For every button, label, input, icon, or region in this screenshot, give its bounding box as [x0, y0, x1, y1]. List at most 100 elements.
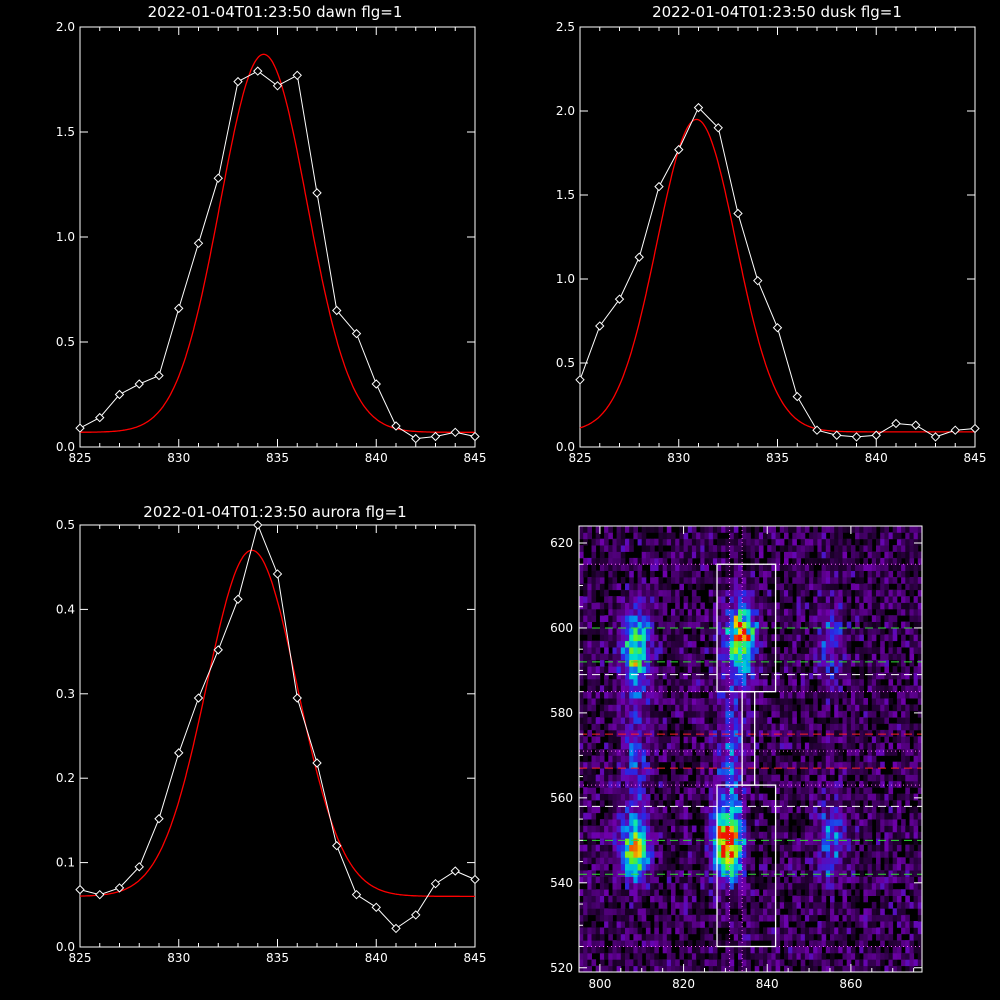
heatmap-cell [905, 742, 910, 750]
heatmap-cell [896, 608, 902, 616]
heatmap-cell [817, 659, 822, 667]
heatmap-cell [625, 717, 630, 724]
heatmap-cell [855, 557, 860, 565]
p2-xtick-label: 830 [167, 951, 190, 965]
heatmap-cell [901, 921, 906, 928]
heatmap-cell [804, 621, 810, 629]
heatmap-cell [637, 863, 643, 871]
heatmap-cell [859, 857, 864, 865]
heatmap-cell [746, 895, 751, 903]
heatmap-cell [637, 583, 643, 591]
heatmap-cell [876, 965, 881, 972]
heatmap-cell [767, 596, 772, 603]
heatmap-cell [846, 729, 852, 737]
data-point-marker [154, 814, 164, 824]
heatmap-cell [587, 761, 592, 769]
heatmap-cell [867, 672, 873, 680]
heatmap-cell [691, 615, 697, 622]
heatmap-cell [675, 704, 680, 712]
heatmap-cell [754, 933, 760, 941]
heatmap-cell [671, 704, 676, 712]
heatmap-cell [767, 723, 772, 731]
heatmap-cell [838, 838, 843, 845]
heatmap-cell [871, 666, 877, 673]
heatmap-cell [859, 959, 864, 967]
heatmap-cell [625, 710, 630, 718]
heatmap-cell [896, 921, 902, 928]
heatmap-cell [625, 589, 630, 597]
heatmap-cell [641, 666, 647, 673]
heatmap-cell [700, 780, 705, 788]
heatmap-cell [654, 557, 659, 565]
heatmap-cell [654, 812, 659, 820]
heatmap-cell [637, 678, 643, 686]
heatmap-cell [754, 659, 760, 667]
heatmap-cell [679, 749, 684, 756]
heatmap-cell [809, 672, 814, 680]
panel-dusk-markers [575, 102, 980, 442]
heatmap-cell [779, 672, 785, 680]
heatmap-cell [905, 844, 910, 852]
heatmap-cell [591, 736, 597, 744]
heatmap-cell [846, 545, 852, 552]
heatmap-cell [587, 927, 592, 935]
heatmap-cell [850, 933, 856, 941]
heatmap-cell [637, 857, 643, 865]
heatmap-cell [825, 844, 831, 852]
heatmap-cell [717, 812, 722, 820]
heatmap-cell [813, 812, 818, 820]
heatmap-cell [620, 895, 626, 903]
heatmap-cell [654, 959, 659, 967]
heatmap-cell [629, 927, 634, 935]
heatmap-cell [579, 729, 584, 737]
heatmap-cell [825, 959, 831, 967]
heatmap-cell [792, 844, 797, 852]
heatmap-cell [717, 914, 722, 922]
heatmap-cell [650, 564, 655, 571]
heatmap-cell [633, 774, 638, 782]
heatmap-cell [821, 627, 827, 635]
heatmap-cell [888, 876, 894, 884]
heatmap-cell [583, 895, 588, 903]
heatmap-cell [738, 647, 743, 654]
heatmap-cell [700, 914, 705, 922]
heatmap-cell [608, 768, 613, 775]
heatmap-cell [733, 857, 739, 865]
heatmap-cell [629, 596, 634, 603]
data-point-marker [713, 123, 723, 133]
heatmap-cell [876, 812, 881, 820]
heatmap-cell [604, 952, 609, 960]
heatmap-cell [867, 863, 873, 871]
heatmap-cell [595, 627, 601, 635]
heatmap-cell [683, 647, 689, 654]
heatmap-cell [775, 723, 781, 731]
heatmap-cell [821, 895, 827, 903]
heatmap-cell [830, 870, 835, 877]
heatmap-cell [708, 787, 714, 794]
heatmap-cell [717, 959, 722, 967]
heatmap-cell [612, 787, 618, 794]
heatmap-cell [917, 952, 922, 960]
heatmap-cell [825, 640, 831, 648]
heatmap-cell [658, 831, 664, 839]
heatmap-cell [625, 819, 630, 826]
heatmap-cell [788, 952, 793, 960]
heatmap-cell [738, 710, 743, 718]
heatmap-cell [771, 800, 776, 807]
heatmap-cell [809, 825, 814, 833]
heatmap-cell [579, 704, 584, 712]
heatmap-cell [579, 666, 584, 673]
heatmap-cell [599, 615, 605, 622]
heatmap-cell [800, 800, 806, 807]
heatmap-cell [700, 876, 705, 884]
heatmap-cell [717, 621, 722, 629]
heatmap-cell [884, 870, 889, 877]
heatmap-cell [691, 870, 697, 877]
heatmap-cell [725, 742, 730, 750]
heatmap-cell [880, 538, 885, 546]
heatmap-cell [896, 627, 902, 635]
heatmap-cell [784, 850, 789, 858]
heatmap-cell [746, 666, 751, 673]
heatmap-cell [746, 577, 751, 584]
